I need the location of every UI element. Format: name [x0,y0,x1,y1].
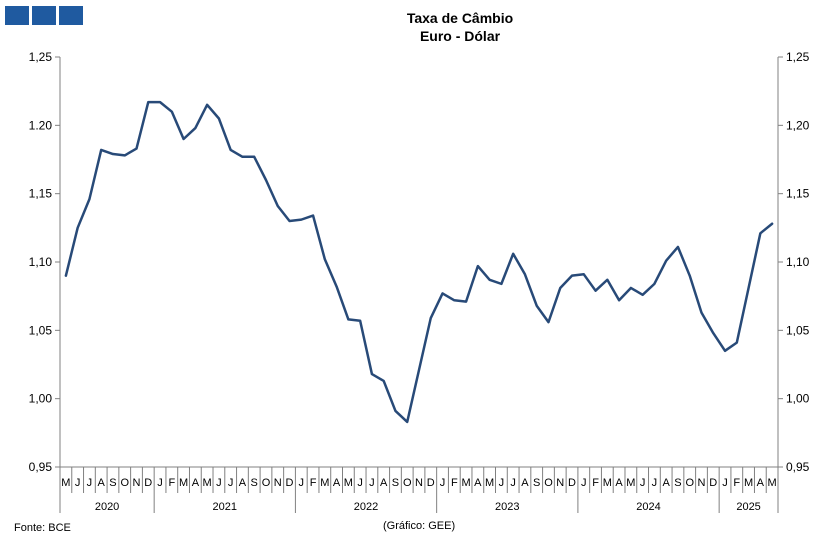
year-label: 2024 [636,501,660,513]
month-label: D [427,477,435,489]
month-label: N [415,477,423,489]
y-tick-label: 1,15 [786,187,810,201]
month-label: A [757,477,765,489]
month-label: S [109,477,116,489]
y-tick-label: 1,00 [29,392,53,406]
month-label: N [556,477,564,489]
month-label: M [320,477,329,489]
series-line [64,100,774,424]
logo-square [5,6,29,25]
month-label: O [544,477,553,489]
month-label: D [568,477,576,489]
month-label: M [461,477,470,489]
month-label: J [369,477,375,489]
month-label: J [299,477,305,489]
month-label: J [157,477,163,489]
y-tick-label: 1.20 [29,118,53,132]
y-tick-label: 1,25 [786,50,810,64]
y-tick-label: 1,10 [29,255,53,269]
month-label: S [533,477,540,489]
month-label: A [98,477,106,489]
credit-note: (Gráfico: GEE) [383,520,456,532]
month-label: A [380,477,388,489]
month-label: A [521,477,529,489]
y-tick-label: 1,00 [786,392,810,406]
month-label: O [120,477,129,489]
month-label: O [262,477,271,489]
month-label: M [179,477,188,489]
year-label: 2025 [736,501,760,513]
month-label: D [709,477,717,489]
month-label: J [440,477,446,489]
month-label: M [768,477,777,489]
y-tick-label: 0,95 [29,460,53,474]
axes [59,57,779,513]
month-label: J [510,477,516,489]
month-label: M [603,477,612,489]
month-label: J [640,477,646,489]
year-label: 2021 [213,501,237,513]
month-label: D [144,477,152,489]
y-axis-left-ticks: 1,25 1.20 1,15 1,10 1,05 1,00 0,95 [29,50,60,474]
logo [5,6,83,25]
month-label: S [674,477,681,489]
month-label: J [722,477,728,489]
month-label: J [499,477,505,489]
month-label: A [239,477,247,489]
month-label: A [474,477,482,489]
month-label: N [133,477,141,489]
month-label: A [615,477,623,489]
month-label: M [626,477,635,489]
year-label: 2022 [354,501,378,513]
x-axis-year-labels: 2020 2021 2022 2023 2024 2025 [95,493,761,513]
y-tick-label: 1,15 [29,187,53,201]
month-label: J [581,477,587,489]
source-note: Fonte: BCE [14,522,71,534]
year-label: 2023 [495,501,519,513]
y-tick-label: 1,10 [786,255,810,269]
month-label: A [192,477,200,489]
month-label: N [698,477,706,489]
chart-title-line1: Taxa de Câmbio [406,10,514,26]
y-tick-label: 1,20 [786,118,810,132]
y-tick-label: 1,25 [29,50,53,64]
month-label: F [168,477,175,489]
month-label: J [216,477,222,489]
month-label: J [75,477,81,489]
month-label: M [744,477,753,489]
month-label: F [592,477,599,489]
month-label: J [357,477,363,489]
month-label: J [228,477,234,489]
month-label: J [87,477,93,489]
series-group [64,100,774,424]
month-label: F [451,477,458,489]
chart-title: Taxa de Câmbio Euro - Dólar [300,9,620,45]
month-label: A [333,477,341,489]
month-label: M [203,477,212,489]
y-tick-label: 1,05 [29,323,53,337]
month-label: D [286,477,294,489]
month-label: N [274,477,282,489]
month-label: F [733,477,740,489]
y-tick-label: 0,95 [786,460,810,474]
chart-title-line2: Euro - Dólar [419,28,501,44]
month-label: M [61,477,70,489]
logo-square [32,6,56,25]
y-axis-right-ticks: 1,25 1,20 1,15 1,10 1,05 1,00 0,95 [778,50,810,474]
month-label: O [685,477,694,489]
month-label: M [485,477,494,489]
month-label: F [310,477,317,489]
year-label: 2020 [95,501,119,513]
month-label: O [403,477,412,489]
y-tick-label: 1,05 [786,323,810,337]
month-label: J [652,477,658,489]
logo-square [59,6,83,25]
month-label: A [663,477,671,489]
month-label: S [251,477,258,489]
month-label: M [344,477,353,489]
month-label: S [392,477,399,489]
